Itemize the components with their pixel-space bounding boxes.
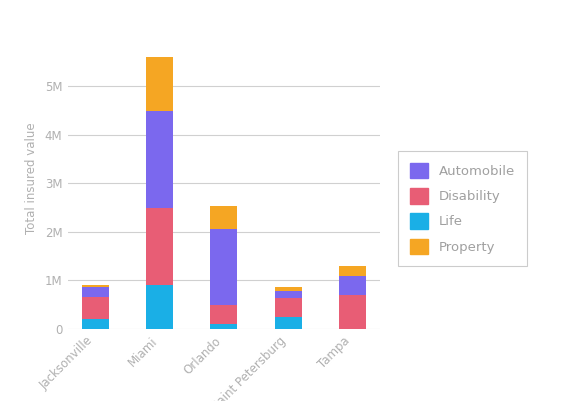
Bar bbox=[82, 287, 109, 297]
Y-axis label: Total insured value: Total insured value bbox=[25, 123, 38, 234]
Bar bbox=[82, 297, 109, 319]
Bar bbox=[274, 287, 302, 291]
Bar bbox=[146, 111, 174, 208]
Legend: Automobile, Disability, Life, Property: Automobile, Disability, Life, Property bbox=[398, 151, 527, 266]
Bar bbox=[274, 317, 302, 329]
Bar bbox=[146, 208, 174, 285]
Bar bbox=[82, 285, 109, 287]
Bar bbox=[338, 295, 366, 329]
Bar bbox=[338, 276, 366, 295]
Bar bbox=[210, 229, 238, 305]
Bar bbox=[210, 324, 238, 329]
Bar bbox=[146, 285, 174, 329]
Bar bbox=[146, 57, 174, 111]
Bar bbox=[274, 298, 302, 317]
Bar bbox=[274, 291, 302, 298]
Bar bbox=[338, 266, 366, 276]
Bar bbox=[82, 319, 109, 329]
Bar bbox=[210, 206, 238, 229]
Bar bbox=[210, 305, 238, 324]
